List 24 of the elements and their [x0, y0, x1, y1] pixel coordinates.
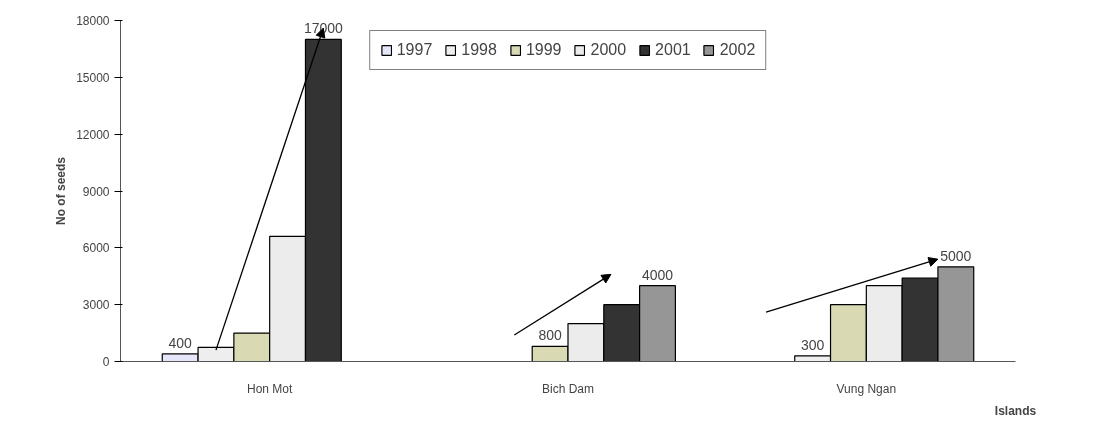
y-tick-label: 15000	[76, 70, 110, 85]
x-tick-label: Vung Ngan	[836, 381, 897, 396]
legend-label: 1998	[461, 41, 497, 59]
data-label: 17000	[303, 20, 344, 37]
legend-label: 2002	[719, 41, 756, 59]
data-label: 4000	[641, 266, 674, 283]
legend-label: 1999	[525, 41, 562, 59]
legend-label: 2000	[590, 41, 627, 59]
data-label: 400	[168, 334, 193, 351]
y-tick-label: 0	[102, 355, 110, 369]
y-tick-label: 9000	[82, 184, 110, 199]
y-tick-label: 18000	[76, 14, 110, 28]
x-tick-label: Bich Dam	[541, 381, 595, 396]
y-tick-label: 12000	[76, 127, 110, 142]
data-label: 800	[538, 327, 562, 344]
legend-label: 1997	[396, 41, 433, 59]
data-label: 5000	[940, 247, 972, 264]
legend-label: 2001	[655, 41, 691, 59]
y-axis-title: No of seeds	[54, 156, 69, 226]
x-axis-title: Islands	[994, 403, 1037, 418]
y-tick-label: 6000	[82, 241, 110, 256]
data-label: 300	[800, 336, 825, 353]
x-tick-label: Hon Mot	[246, 381, 294, 396]
y-tick-label: 3000	[82, 298, 110, 313]
